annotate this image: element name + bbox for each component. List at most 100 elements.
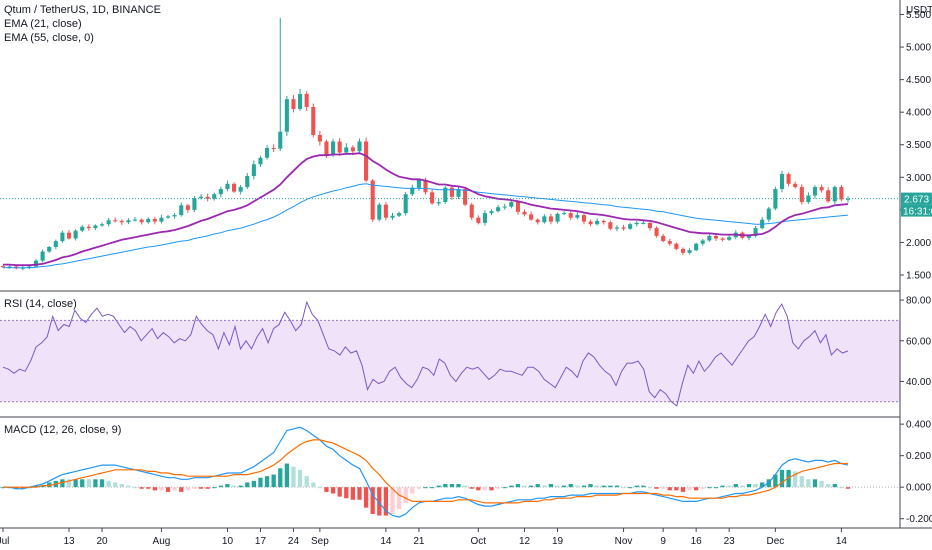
candle-body — [661, 235, 666, 242]
macd-histogram-bar — [462, 485, 468, 488]
macd-histogram-bar — [588, 484, 593, 488]
candle-body — [311, 106, 316, 135]
candle-body — [172, 215, 177, 217]
candle-body — [298, 93, 303, 109]
candle-body — [40, 251, 45, 261]
candle-body — [522, 211, 527, 215]
candle-body — [119, 220, 124, 223]
rsi-band — [0, 320, 900, 402]
candle-body — [251, 164, 256, 176]
macd-histogram-bar — [575, 485, 580, 488]
macd-histogram-bar — [694, 487, 699, 491]
candle-body — [126, 220, 131, 223]
candle-body — [707, 235, 712, 241]
candle-body — [291, 99, 296, 109]
macd-histogram-bar — [311, 482, 316, 488]
macd-histogram-bar — [350, 487, 356, 500]
macd-histogram-bar — [793, 471, 798, 488]
macd-histogram-bar — [515, 484, 521, 488]
macd-histogram-bar — [198, 487, 204, 489]
candle-body — [199, 196, 204, 199]
price-axis[interactable]: 1.5002.0002.5003.0003.5004.0004.5005.000… — [900, 10, 932, 525]
time-axis[interactable]: Jul 13 20 Aug 10 17 24 Sep 14 21 Oct 12 19 Nov 9 16 23 De… — [0, 528, 847, 547]
candle-body — [337, 141, 342, 153]
candle-body — [238, 187, 243, 192]
macd-histogram-bar — [231, 485, 237, 488]
candle-body — [463, 189, 468, 205]
macd-histogram-bar — [456, 484, 461, 488]
candle-body — [364, 141, 369, 181]
rsi-legend[interactable]: RSI (14, close) — [4, 298, 77, 310]
candle-body — [139, 219, 144, 223]
candle-body — [324, 141, 329, 156]
candle-body — [27, 266, 32, 268]
candle-body — [786, 174, 791, 184]
macd-histogram-bar — [495, 487, 501, 489]
macd-histogram-bar — [278, 468, 283, 488]
time-tick-label: Aug — [153, 536, 171, 547]
time-tick-label: 9 — [660, 536, 666, 547]
candle-body — [634, 222, 639, 225]
macd-histogram-bar — [621, 487, 626, 489]
candle-body — [746, 235, 752, 238]
candle-body — [588, 221, 593, 225]
candle-body — [278, 131, 283, 149]
macd-histogram-bar — [661, 487, 666, 489]
candle-body — [449, 187, 454, 197]
macd-histogram-bar — [119, 484, 124, 488]
candle-body — [423, 179, 428, 193]
macd-histogram-bar — [304, 476, 309, 488]
macd-histogram-bar — [390, 487, 395, 514]
price-tick-label: 5.500 — [906, 10, 931, 21]
macd-histogram-bar — [165, 487, 171, 492]
time-tick-label: Sep — [311, 536, 329, 547]
candle-body — [146, 218, 151, 223]
time-tick-label: 10 — [222, 536, 234, 547]
candle-body — [819, 187, 824, 191]
candle-body — [456, 189, 461, 197]
macd-histogram-bar — [528, 485, 534, 488]
macd-histogram-bar — [522, 485, 527, 488]
candle-body — [20, 267, 25, 269]
macd-histogram — [0, 463, 851, 516]
candle-body — [595, 220, 600, 225]
time-tick-label: Nov — [615, 536, 633, 547]
macd-histogram-bar — [410, 487, 415, 494]
candle-body — [720, 238, 725, 240]
macd-histogram-bar — [713, 487, 719, 489]
candle-body — [258, 157, 263, 165]
chart-title[interactable]: Qtum / TetherUS, 1D, BINANCE — [4, 4, 161, 16]
macd-histogram-bar — [707, 487, 712, 489]
macd-histogram-bar — [449, 484, 455, 488]
macd-histogram-bar — [561, 485, 567, 488]
candle-body — [489, 211, 494, 214]
candle-body — [350, 147, 355, 152]
candle-body — [502, 206, 507, 208]
macd-histogram-bar — [753, 484, 758, 488]
time-tick-label: 24 — [288, 536, 300, 547]
candle-body — [66, 232, 72, 239]
candle-body — [548, 216, 553, 222]
macd-histogram-bar — [66, 479, 72, 488]
macd-histogram-bar — [205, 487, 210, 489]
macd-histogram-bar — [628, 487, 633, 489]
macd-histogram-bar — [258, 477, 263, 488]
macd-histogram-bar — [542, 485, 547, 488]
candle-body — [799, 187, 804, 203]
macd-histogram-bar — [225, 484, 230, 488]
macd-tick-label: 0.200 — [906, 451, 931, 462]
macd-histogram-bar — [720, 485, 725, 488]
time-tick-label: 16 — [691, 536, 703, 547]
candle-body — [654, 228, 659, 236]
macd-histogram-bar — [502, 487, 507, 489]
ema21-legend[interactable]: EMA (21, close) — [4, 18, 82, 30]
macd-legend[interactable]: MACD (12, 26, close, 9) — [4, 424, 121, 436]
ema55-legend[interactable]: EMA (55, close, 0) — [4, 32, 94, 44]
candle-body — [641, 222, 646, 224]
macd-histogram-bar — [126, 485, 131, 488]
candle-body — [443, 187, 448, 203]
macd-histogram-bar — [482, 487, 488, 491]
candle-body — [317, 134, 322, 142]
macd-histogram-bar — [687, 487, 692, 491]
